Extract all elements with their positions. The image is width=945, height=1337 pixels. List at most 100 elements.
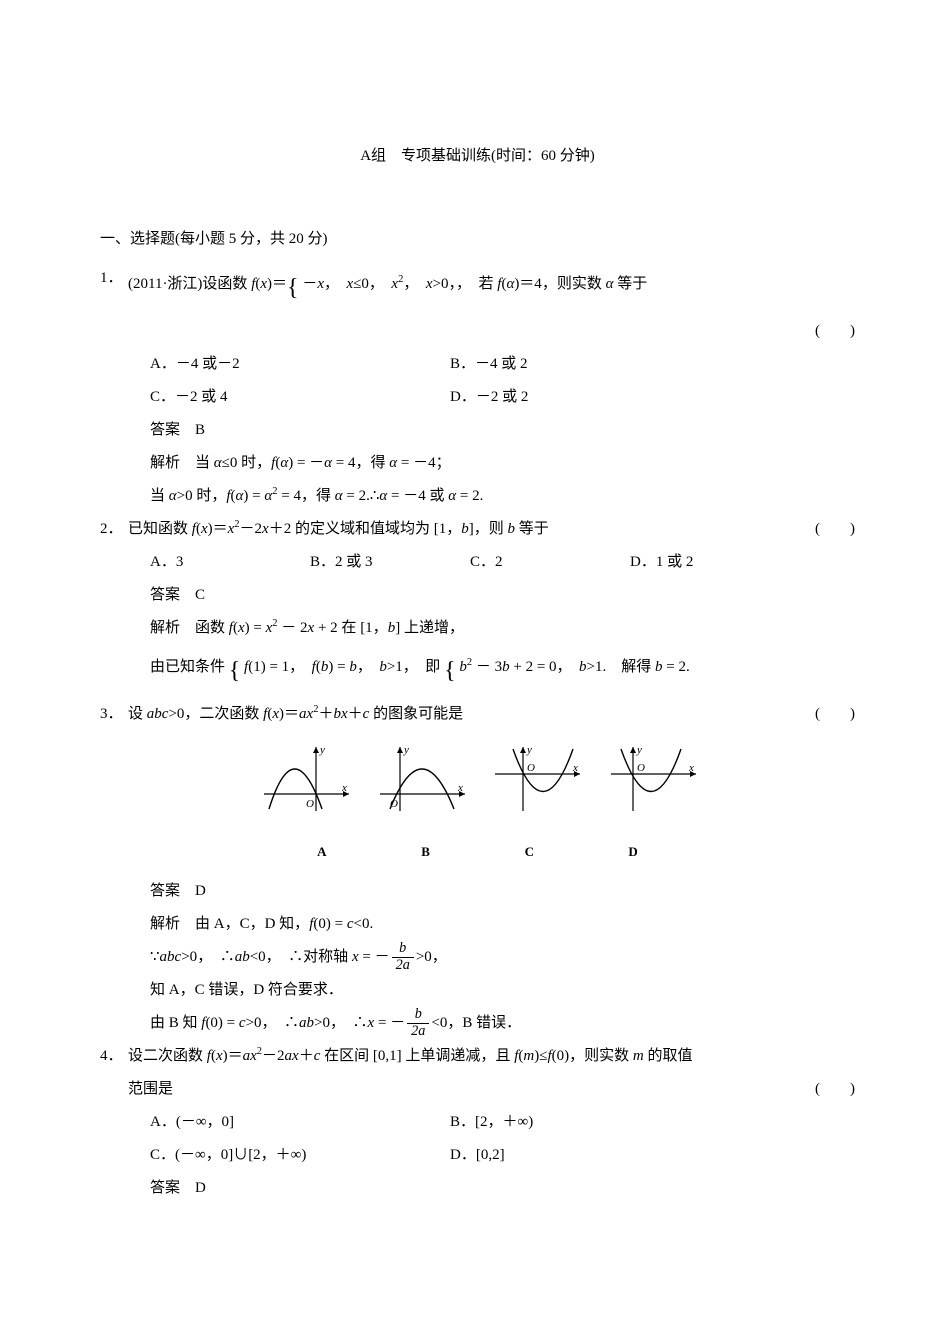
svg-text:O: O <box>637 762 645 774</box>
text: ， <box>432 949 447 965</box>
q1-text: ，则实数 <box>542 276 606 292</box>
question-4: 4． 设二次函数 f(x)＝ax2－2ax＋c 在区间 [0,1] 上单调递减，… <box>100 1040 855 1106</box>
text: ，二次函数 <box>184 706 263 722</box>
svg-text:x: x <box>341 782 347 794</box>
text: ， ∴ <box>262 1015 300 1031</box>
text: 在 <box>338 620 361 636</box>
q2-explain: 解析 函数 f(x) = x2 － 2x + 2 在 [1，b] 上递增， <box>150 612 855 645</box>
q2-body: 已知函数 f(x)＝x2－2x＋2 的定义域和值域均为 [1，b]，则 b 等于… <box>128 513 855 546</box>
text: 范围是 <box>128 1081 173 1097</box>
graph-d: O x y <box>601 739 701 819</box>
q2-explain-2: 由已知条件 { f(1) = 1， f(b) = b， b>1， 即 { b2 … <box>150 645 855 698</box>
q1-answer: 答案 B <box>150 414 855 447</box>
graph-label-b: B <box>376 838 476 867</box>
svg-text:x: x <box>457 782 463 794</box>
text: 在区间 <box>320 1048 373 1064</box>
math: f <box>251 276 255 292</box>
q2-answer: 答案 C <box>150 579 855 612</box>
explain-label: 解析 <box>150 916 195 932</box>
q1-optD: D．－2 或 2 <box>450 381 855 414</box>
section-heading: 一、选择题(每小题 5 分，共 20 分) <box>100 223 855 256</box>
q1-explain-2: 当 α>0 时，f(α) = α2 = 4，得 α = 2.∴α = －4 或 … <box>150 480 855 513</box>
q4-optD: D．[0,2] <box>450 1139 855 1172</box>
text: ∵ <box>150 949 160 965</box>
q4-optC: C．(－∞，0]∪[2，＋∞) <box>150 1139 450 1172</box>
q1-number: 1． <box>100 262 128 295</box>
q1-explain: 解析 当 α≤0 时，f(α) = －α = 4，得 α = －4； <box>150 447 855 480</box>
q3-body: 设 abc>0，二次函数 f(x)＝ax2＋bx＋c 的图象可能是 ( ) <box>128 698 855 731</box>
text: 已知函数 <box>128 521 192 537</box>
text: ，B 错误． <box>447 1015 521 1031</box>
question-3: 3． 设 abc>0，二次函数 f(x)＝ax2＋bx＋c 的图象可能是 ( ) <box>100 698 855 731</box>
question-1: 1． (2011·浙江)设函数 f(x)＝{ －x， x≤0， x2， x>0，… <box>100 262 855 348</box>
text: 由 A，C，D 知， <box>195 916 309 932</box>
q1-stem: (2011·浙江)设函数 f(x)＝{ －x， x≤0， x2， x>0，， 若… <box>128 276 647 292</box>
svg-text:x: x <box>688 762 694 774</box>
graph-c: O x y <box>485 739 585 819</box>
q4-optB: B．[2，＋∞) <box>450 1106 855 1139</box>
q1-optA: A．－4 或－2 <box>150 348 450 381</box>
q2-optA: A．3 <box>150 546 310 579</box>
q3-graph-labels: A B C D <box>100 836 855 869</box>
q4-body: 设二次函数 f(x)＝ax2－2ax＋c 在区间 [0,1] 上单调递减，且 f… <box>128 1040 855 1106</box>
q1-options: A．－4 或－2 B．－4 或 2 C．－2 或 4 D．－2 或 2 <box>150 348 855 414</box>
q4-optA: A．(－∞，0] <box>150 1106 450 1139</box>
text: 设二次函数 <box>128 1048 207 1064</box>
text: 当 <box>195 455 214 471</box>
explain-label: 解析 <box>150 620 195 636</box>
q3-answer: 答案 D <box>150 875 855 908</box>
text: 上单调递减，且 <box>402 1048 515 1064</box>
page-title: A组 专项基础训练(时间：60 分钟) <box>100 140 855 173</box>
svg-text:y: y <box>403 744 409 756</box>
text: 等于 <box>515 521 549 537</box>
text: 即 <box>410 659 444 675</box>
q2-number: 2． <box>100 513 128 546</box>
q3-explain-2: ∵abc>0， ∴ab<0， ∴对称轴 x = －b2a>0， <box>150 941 855 974</box>
graph-b: O x y <box>370 739 470 819</box>
text: ，则 <box>474 521 508 537</box>
text: 由 B 知 <box>150 1015 201 1031</box>
svg-text:O: O <box>527 762 535 774</box>
explain-label: 解析 <box>150 455 195 471</box>
text: 当 <box>150 488 169 504</box>
q1-paren: ( ) <box>128 315 855 348</box>
graph-label-a: A <box>272 838 372 867</box>
q2-optC: C．2 <box>470 546 630 579</box>
text: ， ∴ <box>330 1015 368 1031</box>
text: 解得 <box>606 659 655 675</box>
text: 的图象可能是 <box>369 706 463 722</box>
svg-text:O: O <box>306 798 314 810</box>
svg-text:y: y <box>319 744 325 756</box>
text: ， ∴对称轴 <box>266 949 352 965</box>
text: 上递增， <box>400 620 464 636</box>
q2-optD: D．1 或 2 <box>630 546 790 579</box>
text: ，得 <box>301 488 335 504</box>
q3-explain: 解析 由 A，C，D 知，f(0) = c<0. <box>150 908 855 941</box>
q2-options: A．3 B．2 或 3 C．2 D．1 或 2 <box>150 546 855 579</box>
text: 时， <box>237 455 271 471</box>
q1-optB: B．－4 或 2 <box>450 348 855 381</box>
text: ； <box>436 455 451 471</box>
q3-paren: ( ) <box>815 698 855 731</box>
graph-a: O x y <box>254 739 354 819</box>
text: 由已知条件 <box>150 659 229 675</box>
svg-text:x: x <box>572 762 578 774</box>
q2-paren: ( ) <box>815 513 855 546</box>
svg-text:y: y <box>636 744 642 756</box>
q4-answer: 答案 D <box>150 1172 855 1205</box>
q3-explain-3: 知 A，C 错误，D 符合要求． <box>150 974 855 1007</box>
svg-text:y: y <box>526 744 532 756</box>
text: 的定义域和值域均为 <box>291 521 434 537</box>
q1-optC: C．－2 或 4 <box>150 381 450 414</box>
text: 时， <box>193 488 227 504</box>
paren: ( ) <box>815 323 855 339</box>
question-2: 2． 已知函数 f(x)＝x2－2x＋2 的定义域和值域均为 [1，b]，则 b… <box>100 513 855 546</box>
text: 或 <box>426 488 449 504</box>
text: 函数 <box>195 620 229 636</box>
text: ， ∴ <box>197 949 235 965</box>
svg-text:O: O <box>390 798 398 810</box>
text: 设 <box>128 706 147 722</box>
q1-text: ， 若 <box>456 276 497 292</box>
q3-number: 3． <box>100 698 128 731</box>
q3-explain-4: 由 B 知 f(0) = c>0， ∴ab>0， ∴x = －b2a<0，B 错… <box>150 1007 855 1040</box>
